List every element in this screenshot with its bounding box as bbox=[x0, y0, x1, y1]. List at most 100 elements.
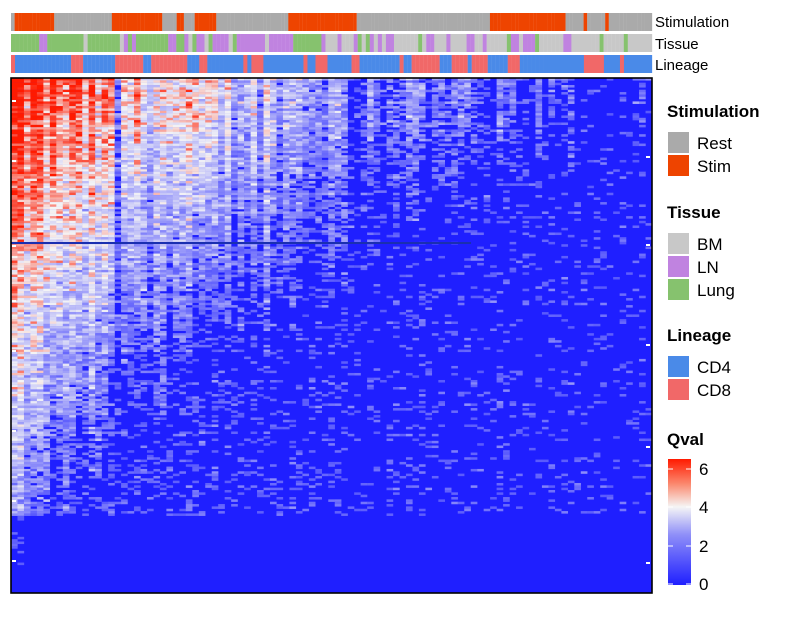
heatmap-cell bbox=[127, 80, 135, 83]
heatmap-cell bbox=[69, 225, 76, 229]
heatmap-cell bbox=[405, 122, 413, 126]
heatmap-cell bbox=[146, 155, 154, 158]
heatmap-cell bbox=[554, 122, 562, 126]
heatmap-cell bbox=[639, 216, 646, 219]
heatmap-cell bbox=[211, 80, 219, 83]
heatmap-cell bbox=[321, 211, 329, 214]
heatmap-cell bbox=[134, 185, 141, 189]
heatmap-cell bbox=[250, 192, 258, 196]
heatmap-cell bbox=[516, 164, 523, 168]
heatmap-cell bbox=[224, 166, 232, 170]
heatmap-cell bbox=[108, 157, 115, 161]
heatmap-cell bbox=[548, 173, 556, 177]
heatmap-cell bbox=[567, 169, 575, 172]
heatmap-cell bbox=[198, 138, 206, 142]
heatmap-cell bbox=[315, 96, 322, 100]
heatmap-cell bbox=[315, 192, 322, 196]
heatmap-cell bbox=[425, 101, 433, 104]
heatmap-cell bbox=[503, 80, 510, 83]
heatmap-cell bbox=[198, 220, 206, 224]
heatmap-cell bbox=[451, 148, 458, 151]
stimulation-cell bbox=[558, 13, 563, 31]
heatmap-cell bbox=[56, 78, 63, 81]
heatmap-cell bbox=[159, 185, 167, 189]
heatmap-cell bbox=[146, 183, 154, 186]
heatmap-cell bbox=[516, 141, 523, 144]
heatmap-cell bbox=[17, 202, 25, 205]
heatmap-cell bbox=[276, 195, 284, 198]
heatmap-cell bbox=[496, 183, 504, 186]
heatmap-cell bbox=[192, 85, 199, 88]
heatmap-cell bbox=[140, 141, 148, 144]
heatmap-cell bbox=[146, 173, 154, 177]
heatmap-cell bbox=[282, 124, 290, 128]
heatmap-cell bbox=[509, 108, 517, 111]
heatmap-cell bbox=[56, 225, 63, 229]
heatmap-cell bbox=[179, 234, 187, 238]
heatmap-cell bbox=[360, 129, 368, 133]
heatmap-cell bbox=[30, 181, 38, 184]
heatmap-cell bbox=[166, 148, 174, 151]
heatmap-cell bbox=[289, 101, 297, 104]
lineage-cell bbox=[379, 55, 384, 73]
heatmap-cell bbox=[56, 192, 63, 196]
heatmap-cell bbox=[276, 164, 284, 168]
heatmap-cell bbox=[172, 138, 180, 142]
heatmap-cell bbox=[360, 141, 368, 144]
lineage-cell bbox=[83, 55, 88, 73]
heatmap-cell bbox=[121, 225, 128, 229]
heatmap-cell bbox=[548, 78, 556, 81]
heatmap-cell bbox=[179, 188, 187, 191]
heatmap-cell bbox=[250, 237, 258, 240]
heatmap-cell bbox=[153, 106, 161, 109]
heatmap-cell bbox=[548, 197, 556, 200]
heatmap-cell bbox=[418, 99, 426, 102]
heatmap-cell bbox=[198, 159, 206, 163]
heatmap-cell bbox=[639, 173, 646, 177]
heatmap-cell bbox=[295, 178, 303, 182]
heatmap-cell bbox=[289, 159, 297, 163]
stimulation-cell bbox=[630, 13, 635, 31]
heatmap-cell bbox=[263, 162, 271, 165]
heatmap-cell bbox=[108, 188, 115, 191]
heatmap-cell bbox=[172, 223, 180, 226]
heatmap-cell bbox=[244, 232, 251, 236]
heatmap-cell bbox=[49, 101, 57, 104]
heatmap-cell bbox=[224, 183, 232, 186]
heatmap-cell bbox=[295, 227, 303, 231]
heatmap-cell bbox=[69, 108, 76, 111]
heatmap-cell bbox=[412, 129, 420, 133]
heatmap-cell bbox=[503, 162, 510, 165]
heatmap-cell bbox=[198, 129, 206, 133]
heatmap-cell bbox=[457, 120, 465, 123]
heatmap-cell bbox=[205, 202, 212, 205]
heatmap-cell bbox=[535, 94, 543, 97]
heatmap-cell bbox=[367, 159, 374, 163]
heatmap-cell bbox=[315, 239, 322, 243]
heatmap-cell bbox=[140, 157, 148, 161]
heatmap-cell bbox=[62, 148, 70, 151]
heatmap-cell bbox=[172, 232, 180, 236]
heatmap-cell bbox=[121, 143, 128, 147]
heatmap-cell bbox=[282, 96, 290, 100]
heatmap-cell bbox=[328, 145, 335, 149]
heatmap-cell bbox=[23, 169, 31, 172]
heatmap-cell bbox=[49, 223, 57, 226]
heatmap-cell bbox=[185, 85, 193, 88]
heatmap-cell bbox=[561, 122, 569, 126]
heatmap-cell bbox=[159, 148, 167, 151]
heatmap-cell bbox=[153, 220, 161, 224]
heatmap-cell bbox=[36, 87, 44, 90]
heatmap-cell bbox=[153, 145, 161, 149]
heatmap-cell bbox=[23, 122, 31, 126]
heatmap-cell bbox=[315, 131, 322, 135]
heatmap-cell bbox=[639, 78, 646, 81]
heatmap-cell bbox=[341, 94, 348, 97]
heatmap-cell bbox=[431, 122, 439, 126]
heatmap-cell bbox=[276, 78, 284, 81]
heatmap-cell bbox=[198, 115, 206, 118]
heatmap-cell bbox=[166, 85, 174, 88]
heatmap-cell bbox=[619, 241, 627, 245]
tissue-cell bbox=[587, 34, 592, 52]
heatmap-cell bbox=[127, 176, 135, 179]
